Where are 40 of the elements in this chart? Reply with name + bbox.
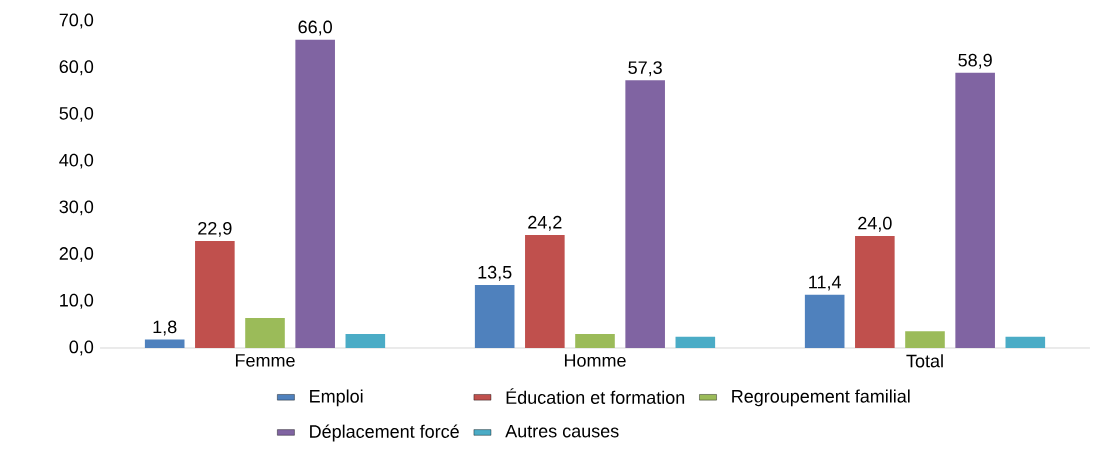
bar [474,284,515,348]
y-tick-label: 30,0 [59,200,94,216]
bar [675,336,716,348]
x-tick-label: Homme [564,354,626,367]
bar [195,241,235,348]
data-label: 57,3 [628,61,662,77]
data-label: 11,4 [809,275,842,291]
bar [1005,336,1046,348]
data-label: 13,5 [478,265,512,281]
bar [575,333,615,348]
legend-label: Regroupement familial [732,389,910,407]
legend-label: Éducation et formation [506,388,685,404]
legend-label: Autres causes [505,424,619,438]
x-tick-label: Femme [235,354,295,367]
bar [905,331,945,348]
y-tick-label: 20,0 [59,247,94,262]
y-tick-label: 50,0 [59,106,94,122]
legend-label: Déplacement forcé [310,424,459,442]
bar [804,294,845,348]
data-label: 24,2 [528,215,562,231]
data-label: 58,9 [958,53,992,69]
bar [625,80,665,348]
bar [525,234,565,348]
bar [955,72,995,348]
legend-label: Emploi [310,389,363,407]
data-label: 66,0 [298,20,332,36]
bar [295,39,335,348]
y-tick-label: 70,0 [59,13,94,29]
x-tick-label: Total [906,354,943,368]
y-tick-label: 0,0 [69,340,94,356]
bar [855,235,895,348]
data-label: 24,0 [858,216,892,232]
bar [144,339,185,348]
y-tick-label: 40,0 [59,153,94,169]
bar [245,318,285,348]
y-tick-label: 60,0 [59,60,94,76]
y-tick-label: 10,0 [60,293,94,309]
data-label: 22,9 [198,221,232,237]
bar [345,333,386,348]
data-label: 1,8 [153,320,177,336]
